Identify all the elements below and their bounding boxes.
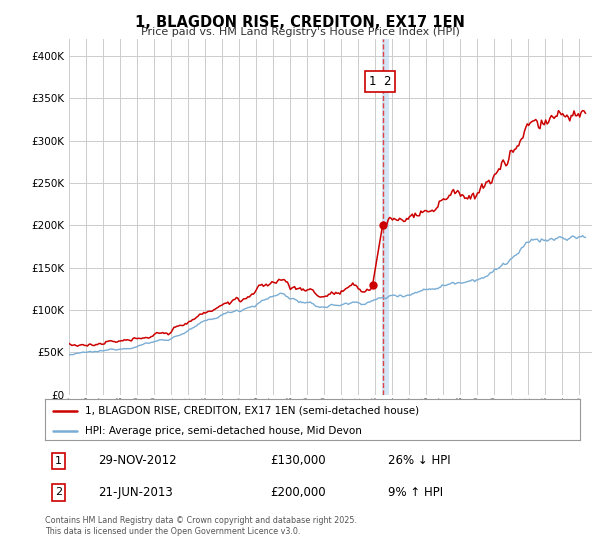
Text: Price paid vs. HM Land Registry's House Price Index (HPI): Price paid vs. HM Land Registry's House … [140,27,460,37]
Text: 1, BLAGDON RISE, CREDITON, EX17 1EN (semi-detached house): 1, BLAGDON RISE, CREDITON, EX17 1EN (sem… [85,405,419,416]
Text: HPI: Average price, semi-detached house, Mid Devon: HPI: Average price, semi-detached house,… [85,426,362,436]
Text: 26% ↓ HPI: 26% ↓ HPI [388,454,450,467]
Text: 21-JUN-2013: 21-JUN-2013 [98,486,173,499]
Text: Contains HM Land Registry data © Crown copyright and database right 2025.
This d: Contains HM Land Registry data © Crown c… [45,516,357,536]
Text: £200,000: £200,000 [270,486,325,499]
Text: 1  2: 1 2 [369,75,391,88]
Text: £130,000: £130,000 [270,454,325,467]
Text: 1: 1 [55,456,62,466]
Text: 1, BLAGDON RISE, CREDITON, EX17 1EN: 1, BLAGDON RISE, CREDITON, EX17 1EN [135,15,465,30]
Text: 9% ↑ HPI: 9% ↑ HPI [388,486,443,499]
Text: 2: 2 [55,487,62,497]
Text: 29-NOV-2012: 29-NOV-2012 [98,454,177,467]
